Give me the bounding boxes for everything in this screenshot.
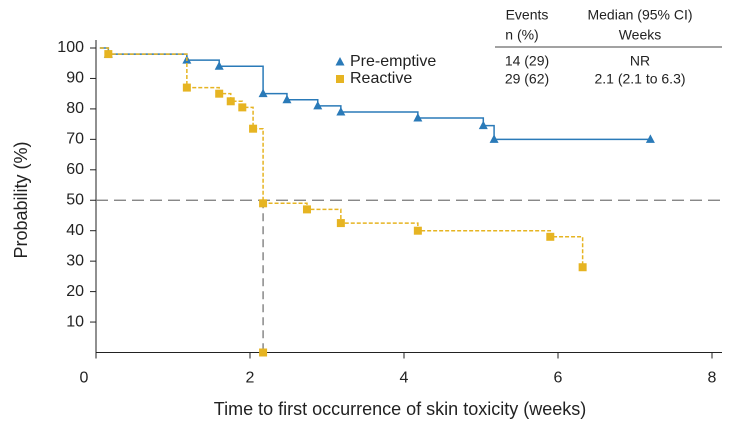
y-tick-label: 100 (57, 39, 84, 56)
y-tick-label: 70 (66, 131, 84, 148)
table-cell: NR (630, 53, 650, 69)
table-header: Weeks (619, 27, 662, 43)
table-header: n (%) (505, 27, 538, 43)
marker (478, 120, 488, 130)
marker (259, 199, 268, 208)
table-header: Median (95% CI) (587, 7, 692, 23)
x-tick-label: 4 (400, 370, 409, 387)
marker (258, 88, 268, 98)
table-cell: 14 (29) (505, 53, 549, 69)
marker (238, 103, 247, 112)
marker (214, 61, 224, 70)
x-tick-label: 6 (554, 370, 563, 387)
marker (215, 89, 224, 98)
marker (336, 106, 346, 116)
marker (489, 134, 499, 143)
marker (104, 50, 113, 59)
table-header: Events (506, 7, 549, 23)
y-tick-label: 50 (66, 191, 84, 208)
marker (413, 113, 423, 122)
marker (578, 263, 587, 272)
y-tick-label: 20 (66, 283, 84, 300)
legend-marker (335, 57, 345, 66)
x-tick-label: 0 (80, 370, 89, 387)
marker (336, 219, 345, 228)
y-tick-label: 30 (66, 252, 84, 269)
x-tick-label: 8 (708, 370, 717, 387)
table-cell: 29 (62) (505, 71, 549, 87)
table-cell: 2.1 (2.1 to 6.3) (594, 71, 685, 87)
marker (413, 226, 422, 235)
y-tick-label: 40 (66, 222, 84, 239)
y-tick-label: 60 (66, 161, 84, 178)
marker (645, 134, 655, 143)
y-tick-label: 10 (66, 313, 84, 330)
marker (282, 94, 292, 104)
legend-label: Reactive (350, 70, 412, 87)
y-axis-label: Probability (%) (11, 141, 31, 258)
legend-label: Pre-emptive (350, 53, 436, 70)
x-axis-label: Time to first occurrence of skin toxicit… (214, 399, 586, 419)
marker (226, 97, 235, 106)
legend-marker (336, 75, 344, 83)
y-tick-label: 90 (66, 70, 84, 87)
marker (249, 124, 258, 133)
marker (313, 100, 323, 110)
x-tick-label: 2 (246, 370, 255, 387)
median-marker (259, 348, 268, 357)
marker (302, 205, 311, 214)
y-tick-label: 80 (66, 100, 84, 117)
marker (546, 232, 555, 241)
marker (182, 83, 191, 92)
